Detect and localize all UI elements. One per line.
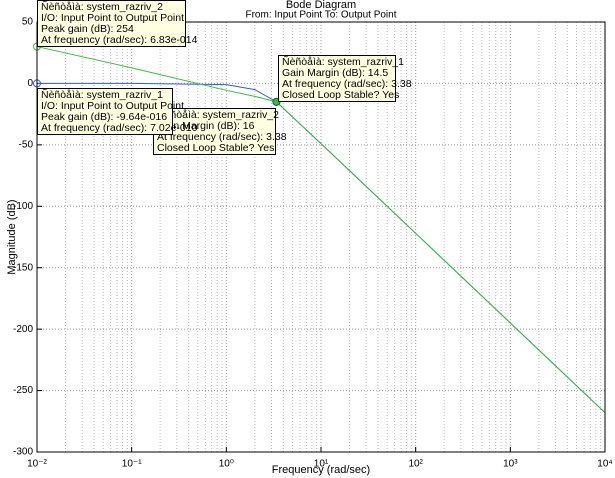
data-tip-text: Ñèñòåìà: system_razriv_1 [41, 88, 163, 101]
data-tip-text: Gain Margin (dB): 14.5 [282, 67, 388, 79]
y-tick-label: -100 [13, 201, 33, 212]
data-tip-text: I/O: Input Point to Output Point [41, 12, 184, 24]
x-tick-label: 10⁰ [219, 459, 234, 470]
y-tick-label: 50 [22, 17, 34, 28]
chart-subtitle: From: Input Point To: Output Point [245, 10, 396, 21]
chart-title: Bode Diagram [286, 0, 356, 11]
x-tick-label: 10⁻² [27, 459, 47, 470]
x-tick-label: 10⁴ [597, 459, 612, 470]
data-tip-text: Closed Loop Stable? Yes [157, 142, 274, 154]
y-tick-label: -150 [13, 262, 33, 273]
data-tip-box [153, 108, 276, 155]
x-tick-label: 10¹ [314, 459, 329, 470]
y-tick-label: 0 [27, 78, 33, 89]
y-tick-label: -250 [13, 385, 33, 396]
y-axis-label: Magnitude (dB) [6, 199, 18, 274]
data-tip-text: Peak gain (dB): -9.64e-016 [41, 111, 167, 123]
data-tip-text: Peak gain (dB): 254 [41, 23, 134, 35]
y-tick-label: -300 [13, 447, 33, 458]
data-tip-text: Closed Loop Stable? Yes [282, 89, 399, 101]
x-tick-label: 10⁻¹ [122, 459, 142, 470]
data-tip-text: Ñèñòåìà: system_razriv_1 [282, 55, 404, 68]
x-tick-label: 10³ [503, 459, 518, 470]
y-tick-label: -200 [13, 324, 33, 335]
x-axis-label: Frequency (rad/sec) [272, 464, 370, 476]
data-tip-text: At frequency (rad/sec): 7.02e-010 [41, 122, 198, 134]
data-tip-text: At frequency (rad/sec): 3.38 [157, 131, 287, 143]
data-tip-box [278, 55, 396, 102]
data-tip-box [37, 0, 186, 47]
data-tip-box [37, 88, 173, 135]
data-tip-text: At frequency (rad/sec): 3.38 [282, 78, 412, 90]
plot-frame [36, 21, 606, 453]
data-tip-text: I/O: Input Point to Output Point [41, 100, 184, 112]
data-tip-text: Ñèñòåìà: system_razriv_2 [157, 108, 279, 121]
data-tip-text: At frequency (rad/sec): 6.83e-014 [41, 34, 198, 46]
data-tip-text: Gain Margin (dB): 16 [157, 120, 255, 132]
x-tick-label: 10² [408, 459, 423, 470]
y-tick-label: -50 [19, 139, 34, 150]
data-tip-text: Ñèñòåìà: system_razriv_2 [41, 0, 163, 13]
